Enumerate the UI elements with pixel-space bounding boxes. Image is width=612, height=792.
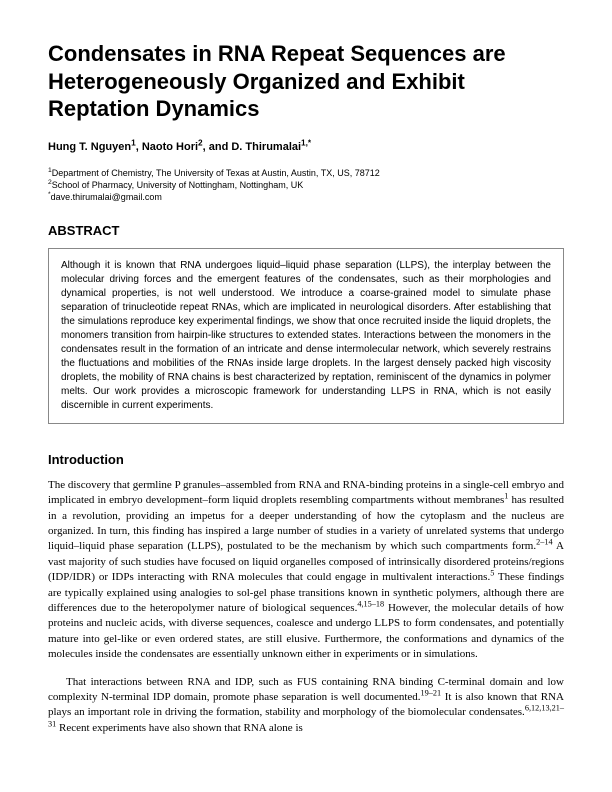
intro-paragraph-2: That interactions between RNA and IDP, s… xyxy=(48,675,564,737)
affiliations-block: 1Department of Chemistry, The University… xyxy=(48,167,564,203)
affiliation-2: 2School of Pharmacy, University of Notti… xyxy=(48,179,564,191)
abstract-text: Although it is known that RNA undergoes … xyxy=(61,260,551,411)
page-title: Condensates in RNA Repeat Sequences are … xyxy=(48,40,564,123)
abstract-heading: ABSTRACT xyxy=(48,223,564,238)
abstract-box: Although it is known that RNA undergoes … xyxy=(48,248,564,424)
intro-paragraph-1: The discovery that germline P granules–a… xyxy=(48,478,564,663)
page-root: Condensates in RNA Repeat Sequences are … xyxy=(0,0,612,788)
introduction-heading: Introduction xyxy=(48,452,564,467)
corresponding-email: *dave.thirumalai@gmail.com xyxy=(48,191,564,203)
affiliation-1: 1Department of Chemistry, The University… xyxy=(48,167,564,179)
author-line: Hung T. Nguyen1, Naoto Hori2, and D. Thi… xyxy=(48,141,564,153)
